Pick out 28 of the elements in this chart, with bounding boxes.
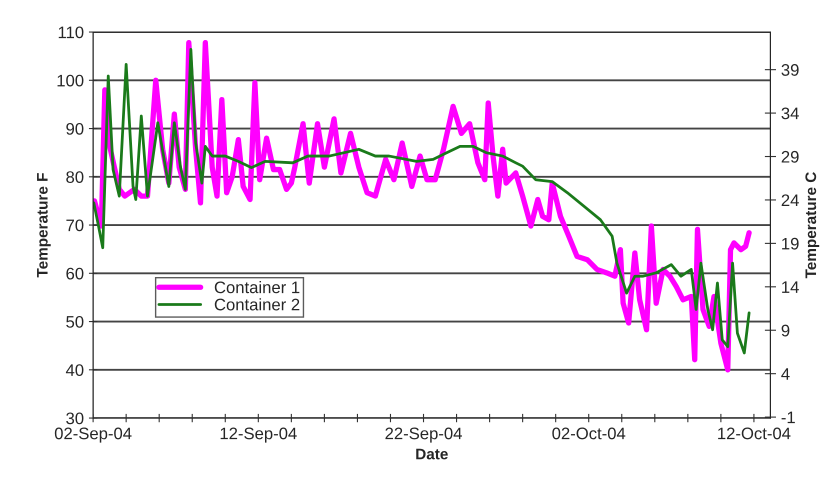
- x-tick-label: 12-Sep-04: [220, 428, 297, 443]
- y2-tick-label: 39: [781, 64, 799, 76]
- x-tick-label: 22-Sep-04: [385, 428, 462, 443]
- x-axis-title: Date: [416, 448, 448, 460]
- y2-tick-label: 24: [782, 194, 799, 206]
- y-tick-label: 60: [66, 268, 84, 280]
- y-axis-title: Temperature F: [37, 173, 51, 278]
- x-tick-label: 12-Oct-04: [718, 428, 790, 440]
- legend-label: Container 2: [214, 298, 300, 310]
- y-tick-label: 80: [66, 171, 84, 184]
- y2-tick-label: 34: [781, 107, 799, 120]
- y2-tick-label: 4: [781, 368, 790, 380]
- y2-tick-label: 14: [782, 281, 799, 293]
- y-tick-label: 110: [58, 26, 84, 38]
- x-tick-label: 02-Oct-04: [552, 428, 626, 440]
- y-tick-label: 100: [58, 74, 84, 86]
- y-tick-label: 90: [66, 122, 84, 135]
- y2-tick-label: 19: [782, 238, 799, 250]
- y-tick-label: 30: [66, 412, 84, 424]
- y2-tick-label: -1: [782, 412, 795, 424]
- y-tick-label: 40: [66, 364, 84, 376]
- y-tick-label: 50: [66, 316, 84, 328]
- legend-label: Container 1: [214, 281, 300, 294]
- y2-tick-label: 29: [782, 150, 799, 163]
- y2-axis-title: Temperature C: [805, 172, 820, 278]
- y-tick-label: 70: [66, 219, 84, 232]
- x-tick-label: 02-Sep-04: [54, 428, 132, 443]
- y2-tick-label: 9: [782, 324, 790, 336]
